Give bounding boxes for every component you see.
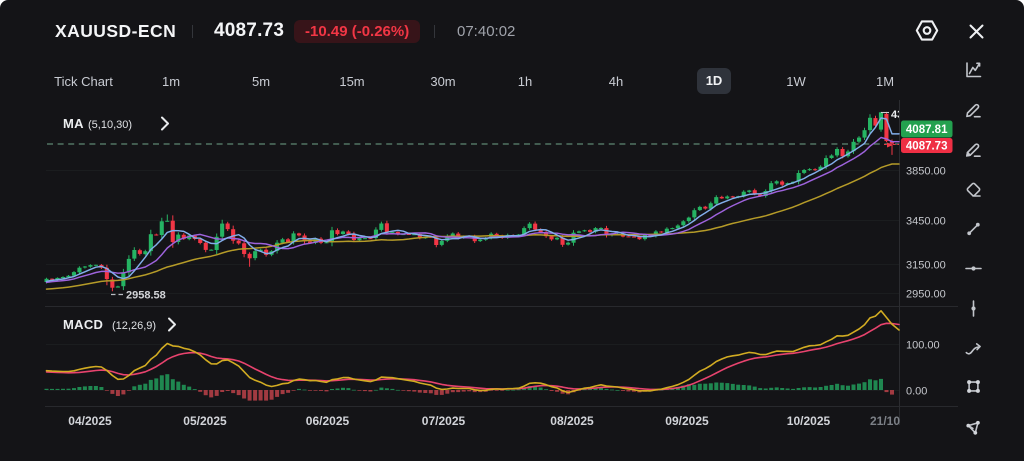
svg-text:06/2025: 06/2025 bbox=[306, 414, 350, 428]
svg-text:07/2025: 07/2025 bbox=[422, 414, 466, 428]
svg-text:MACD: MACD bbox=[63, 317, 103, 332]
svg-text:100.00: 100.00 bbox=[906, 340, 940, 352]
svg-text:10/2025: 10/2025 bbox=[787, 414, 831, 428]
svg-text:3850.00: 3850.00 bbox=[906, 166, 946, 178]
svg-text:2950.00: 2950.00 bbox=[906, 289, 946, 301]
svg-text:4087.73: 4087.73 bbox=[906, 141, 948, 153]
svg-text:05/2025: 05/2025 bbox=[183, 414, 227, 428]
svg-text:2958.58: 2958.58 bbox=[126, 290, 166, 302]
svg-text:(5,10,30): (5,10,30) bbox=[88, 119, 132, 131]
svg-text:MA: MA bbox=[63, 116, 84, 131]
svg-text:09/2025: 09/2025 bbox=[665, 414, 709, 428]
svg-text:(12,26,9): (12,26,9) bbox=[112, 320, 156, 332]
svg-text:21/10: 21/10 bbox=[870, 414, 900, 428]
svg-text:4381.52: 4381.52 bbox=[891, 109, 931, 121]
svg-text:04/2025: 04/2025 bbox=[68, 414, 112, 428]
svg-text:0.00: 0.00 bbox=[906, 386, 927, 398]
svg-text:3150.00: 3150.00 bbox=[906, 260, 946, 272]
svg-text:4087.81: 4087.81 bbox=[906, 124, 948, 136]
svg-text:08/2025: 08/2025 bbox=[550, 414, 594, 428]
svg-text:3450.00: 3450.00 bbox=[906, 216, 946, 228]
